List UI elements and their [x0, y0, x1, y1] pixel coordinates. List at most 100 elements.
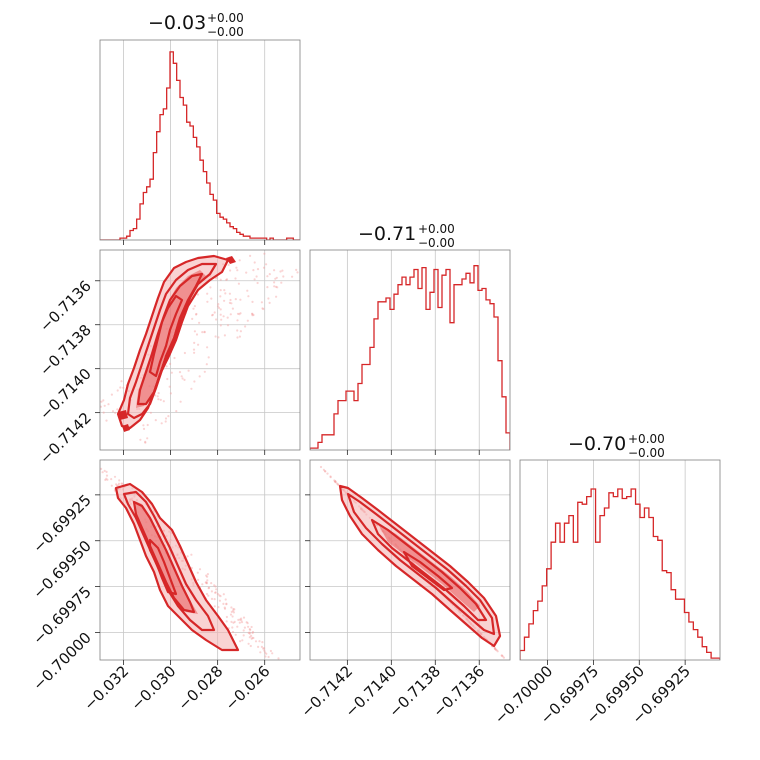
contour-line-inner — [132, 500, 196, 614]
sample-point — [273, 269, 276, 272]
histogram-param-2 — [520, 488, 720, 660]
x-tick-label: −0.026 — [222, 662, 274, 714]
sample-point — [236, 312, 240, 315]
sample-point — [248, 636, 251, 639]
sample-point — [173, 356, 176, 360]
sample-point — [214, 591, 217, 594]
sample-point — [114, 411, 117, 414]
sample-point — [117, 484, 120, 487]
sample-point — [156, 395, 159, 398]
sample-point — [268, 273, 271, 276]
sample-point — [237, 282, 240, 285]
sample-point — [120, 482, 123, 485]
sample-point — [251, 312, 254, 315]
sample-point — [250, 634, 253, 638]
sample-point — [201, 331, 204, 334]
sample-point — [273, 285, 276, 288]
sample-point — [192, 307, 195, 310]
sample-point — [146, 437, 149, 440]
sample-point — [253, 261, 256, 264]
sample-point — [247, 642, 250, 645]
sample-point — [122, 386, 125, 389]
sample-point — [222, 315, 225, 318]
sample-point — [210, 297, 213, 300]
contour-line-inner — [370, 518, 488, 622]
sample-point — [277, 657, 280, 660]
sample-point — [110, 478, 113, 481]
sample-point — [267, 655, 270, 659]
sample-point — [234, 298, 237, 301]
sample-point — [225, 603, 228, 606]
sample-point — [279, 270, 282, 273]
sample-point — [101, 471, 104, 474]
sample-point — [213, 598, 216, 601]
sample-point — [247, 625, 250, 628]
sample-point — [236, 319, 239, 322]
sample-point — [242, 616, 246, 619]
sample-point — [233, 608, 236, 611]
sample-point — [217, 336, 220, 339]
sample-point — [336, 482, 339, 485]
panel-frame — [519, 459, 721, 661]
sample-point — [275, 295, 278, 298]
sample-point — [228, 301, 231, 304]
x-tick-label: −0.032 — [80, 662, 132, 714]
sample-point — [210, 590, 213, 593]
sample-point — [260, 301, 263, 304]
sample-point — [179, 400, 182, 403]
sample-point — [204, 581, 207, 584]
sample-point — [265, 263, 268, 266]
contour-group-param-0-vs-1 — [100, 242, 299, 444]
sample-point — [219, 278, 222, 281]
sample-point — [205, 581, 208, 584]
sample-point — [229, 298, 232, 302]
title-param-1-upper: +0.00 — [418, 222, 455, 236]
sample-point — [336, 483, 339, 486]
sample-point — [266, 286, 269, 289]
sample-point — [502, 656, 505, 659]
sample-point — [142, 424, 145, 427]
sample-point — [245, 621, 248, 624]
sample-point — [102, 399, 105, 402]
sample-point — [246, 319, 249, 322]
sample-point — [291, 275, 294, 278]
sample-point — [229, 269, 232, 272]
title-param-1-lower: −0.00 — [418, 236, 455, 250]
sample-point — [213, 605, 216, 608]
sample-point — [211, 314, 214, 317]
sample-point — [214, 585, 217, 588]
sample-point — [233, 620, 236, 624]
sample-point — [248, 631, 251, 634]
sample-point — [206, 300, 209, 303]
sample-point — [110, 393, 113, 396]
sample-point — [334, 480, 337, 483]
sample-point — [217, 606, 220, 609]
contour-line-mid — [122, 490, 216, 632]
sample-point — [218, 599, 221, 602]
sample-point — [217, 306, 221, 309]
sample-point — [334, 480, 337, 483]
sample-point — [329, 475, 332, 478]
sample-point — [232, 621, 235, 624]
sample-point — [100, 400, 103, 403]
sample-point — [223, 606, 226, 609]
sample-point — [236, 269, 239, 272]
sample-point — [263, 649, 266, 652]
sample-point — [256, 268, 260, 271]
sample-point — [220, 318, 223, 321]
histogram-param-0 — [100, 51, 300, 240]
sample-point — [193, 341, 196, 344]
contour-blob-left — [118, 410, 128, 420]
sample-point — [116, 484, 119, 487]
sample-point — [296, 271, 299, 274]
sample-point — [243, 242, 245, 244]
sample-point — [501, 655, 504, 658]
sample-point — [207, 594, 210, 597]
sample-point — [252, 313, 255, 317]
sample-point — [118, 479, 121, 482]
sample-point — [238, 259, 241, 262]
sample-point — [282, 275, 285, 278]
sample-point — [116, 389, 119, 392]
sample-point — [211, 313, 214, 316]
sample-point — [250, 246, 252, 248]
